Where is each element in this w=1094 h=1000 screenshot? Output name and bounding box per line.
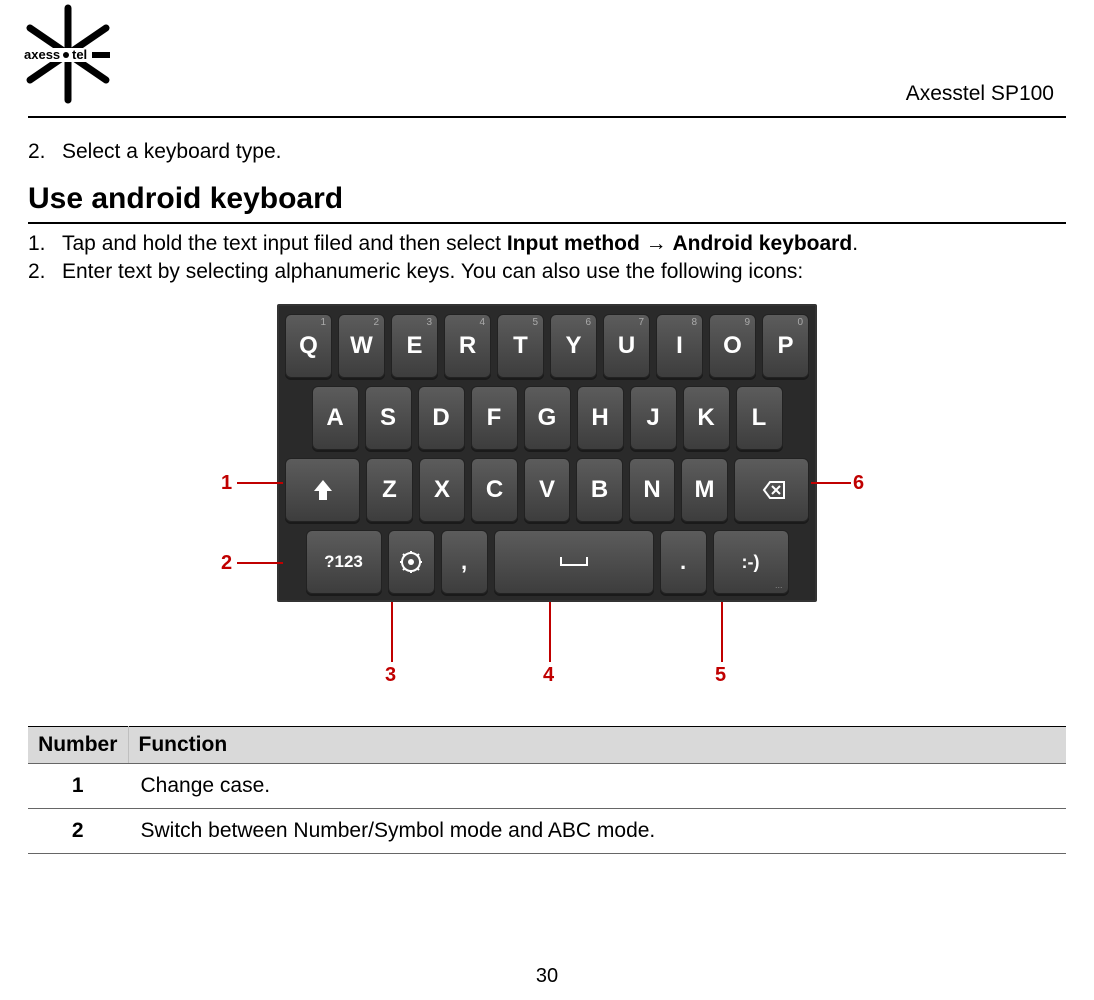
letter-key[interactable]: B: [576, 458, 623, 522]
letter-key[interactable]: G: [524, 386, 571, 450]
android-keyboard: Q1W2E3R4T5Y6U7I8O9P0 ASDFGHJKL ZXCVBNM: [277, 304, 817, 602]
smiley-key[interactable]: :-) ...: [713, 530, 789, 594]
callout-line: [237, 562, 283, 564]
letter-key[interactable]: S: [365, 386, 412, 450]
callout-5: 5: [715, 664, 726, 687]
function-table: Number Function 1Change case.2Switch bet…: [28, 726, 1066, 854]
letter-key[interactable]: A: [312, 386, 359, 450]
callout-4: 4: [543, 664, 554, 687]
letter-key[interactable]: Z: [366, 458, 413, 522]
intro-step: 2.Select a keyboard type.: [28, 140, 1066, 164]
page-number: 30: [0, 965, 1094, 988]
callout-6: 6: [853, 472, 864, 495]
letter-key[interactable]: K: [683, 386, 730, 450]
svg-text:axess: axess: [24, 47, 60, 62]
keyboard-figure: Q1W2E3R4T5Y6U7I8O9P0 ASDFGHJKL ZXCVBNM: [28, 304, 1066, 714]
letter-key[interactable]: F: [471, 386, 518, 450]
space-key[interactable]: [494, 530, 654, 594]
brand-logo: axess tel: [20, 4, 116, 104]
callout-3: 3: [385, 664, 396, 687]
table-row: 2Switch between Number/Symbol mode and A…: [28, 809, 1066, 854]
settings-key[interactable]: [388, 530, 435, 594]
callout-1: 1: [221, 472, 232, 495]
callout-line: [237, 482, 283, 484]
letter-key[interactable]: E3: [391, 314, 438, 378]
period-key[interactable]: .: [660, 530, 707, 594]
mode-key[interactable]: ?123: [306, 530, 382, 594]
letter-key[interactable]: R4: [444, 314, 491, 378]
letter-key[interactable]: H: [577, 386, 624, 450]
letter-key[interactable]: L: [736, 386, 783, 450]
product-title: Axesstel SP100: [906, 82, 1054, 106]
letter-key[interactable]: U7: [603, 314, 650, 378]
letter-key[interactable]: N: [629, 458, 676, 522]
table-cell-function: Switch between Number/Symbol mode and AB…: [128, 809, 1066, 854]
comma-key[interactable]: ,: [441, 530, 488, 594]
section-heading: Use android keyboard: [28, 182, 1066, 216]
letter-key[interactable]: W2: [338, 314, 385, 378]
table-cell-function: Change case.: [128, 764, 1066, 809]
heading-divider: [28, 222, 1066, 224]
letter-key[interactable]: O9: [709, 314, 756, 378]
shift-key[interactable]: [285, 458, 360, 522]
letter-key[interactable]: I8: [656, 314, 703, 378]
table-head-number: Number: [28, 727, 128, 764]
letter-key[interactable]: D: [418, 386, 465, 450]
table-row: 1Change case.: [28, 764, 1066, 809]
letter-key[interactable]: J: [630, 386, 677, 450]
table-cell-number: 1: [28, 764, 128, 809]
callout-line: [549, 602, 551, 662]
letter-key[interactable]: C: [471, 458, 518, 522]
table-head-function: Function: [128, 727, 1066, 764]
callout-line: [811, 482, 851, 484]
letter-key[interactable]: M: [681, 458, 728, 522]
backspace-key[interactable]: [734, 458, 809, 522]
svg-text:tel: tel: [72, 47, 87, 62]
step-item: 1.Tap and hold the text input filed and …: [28, 232, 1066, 256]
letter-key[interactable]: P0: [762, 314, 809, 378]
header-divider: [28, 116, 1066, 118]
table-cell-number: 2: [28, 809, 128, 854]
letter-key[interactable]: Q1: [285, 314, 332, 378]
letter-key[interactable]: T5: [497, 314, 544, 378]
letter-key[interactable]: X: [419, 458, 466, 522]
callout-line: [391, 602, 393, 662]
callout-line: [721, 602, 723, 662]
step-item: 2.Enter text by selecting alphanumeric k…: [28, 260, 1066, 284]
letter-key[interactable]: Y6: [550, 314, 597, 378]
letter-key[interactable]: V: [524, 458, 571, 522]
callout-2: 2: [221, 552, 232, 575]
